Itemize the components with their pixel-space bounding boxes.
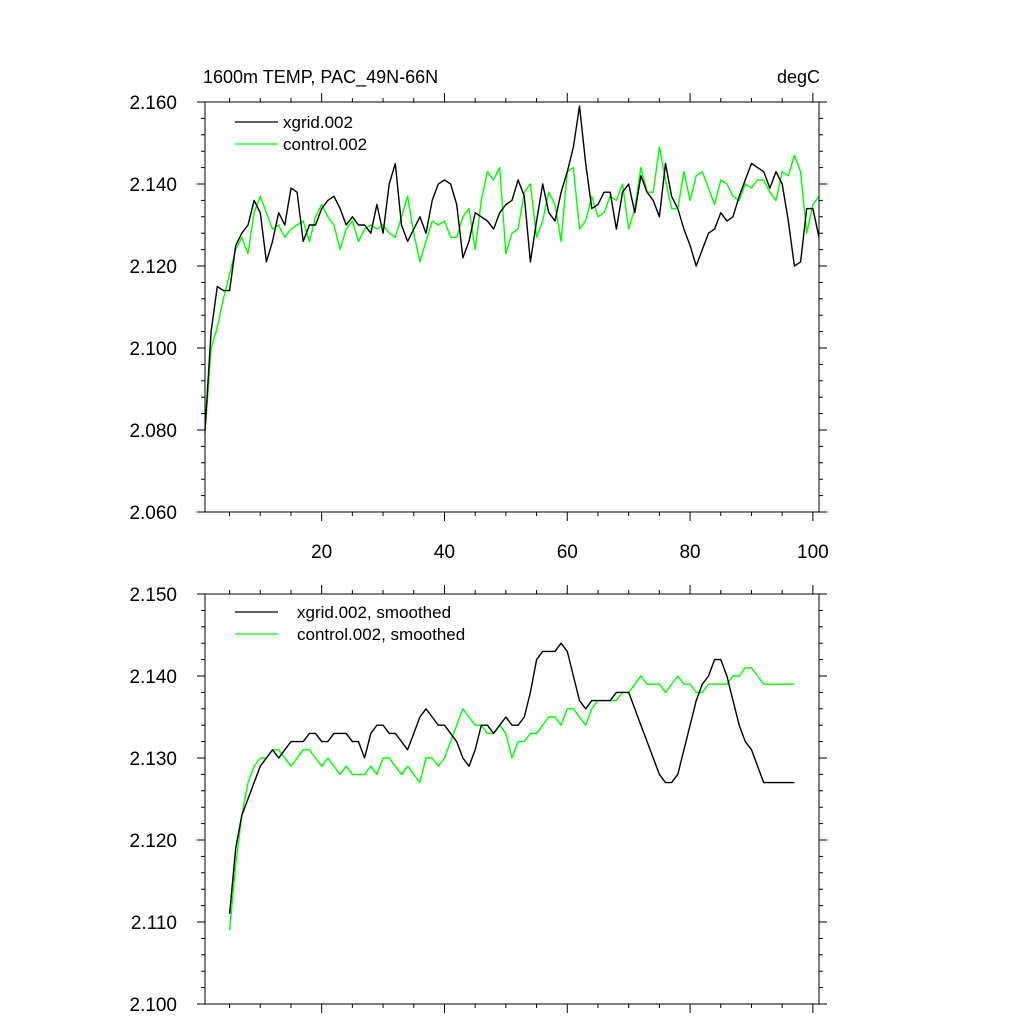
top-panel-ticks: 2.060 2.080 2.100 2.120 2.140 2.160 20 40 60 80 10…	[129, 93, 829, 563]
y-tick-label: 2.140	[129, 175, 177, 196]
y-tick-label: 2.160	[129, 93, 177, 114]
bottom-panel-frame	[204, 593, 820, 1005]
y-tick-label: 2.140	[129, 667, 177, 688]
legend-label-xgrid: xgrid.002	[283, 113, 353, 132]
bottom-panel-series	[228, 642, 795, 931]
top-panel-frame	[204, 101, 820, 513]
bottom-panel: 2.100 2.110 2.120 2.130 2.140 2.150 xgrid.002…	[129, 585, 827, 1016]
x-tick-label: 60	[557, 542, 578, 563]
legend-label-control: control.002	[283, 135, 367, 154]
legend-label-control-smoothed: control.002, smoothed	[297, 625, 465, 644]
top-panel-units: degC	[777, 67, 820, 87]
top-panel-title: 1600m TEMP, PAC_49N-66N	[203, 67, 438, 88]
bottom-panel-legend: xgrid.002, smoothed control.002, smoothe…	[235, 603, 465, 644]
y-tick-label: 2.120	[129, 831, 177, 852]
y-tick-label: 2.120	[129, 257, 177, 278]
bottom-panel-ticks: 2.100 2.110 2.120 2.130 2.140 2.150	[129, 585, 827, 1016]
legend-label-xgrid-smoothed: xgrid.002, smoothed	[297, 603, 451, 622]
y-tick-label: 2.100	[129, 995, 177, 1016]
y-tick-label: 2.150	[129, 585, 177, 606]
top-panel: 1600m TEMP, PAC_49N-66N degC 2.0602.0802…	[129, 67, 828, 563]
x-tick-label: 80	[679, 542, 700, 563]
series-line-xgrid-002-smoothed	[228, 642, 795, 914]
y-tick-label: 2.080	[129, 421, 177, 442]
top-panel-legend: xgrid.002 control.002	[235, 113, 367, 154]
top-panel-series	[204, 105, 820, 435]
series-line-xgrid-002	[204, 105, 820, 431]
y-tick-label: 2.060	[129, 503, 177, 524]
series-line-control-002	[204, 146, 820, 435]
series-line-control-002-smoothed	[228, 667, 795, 931]
y-tick-label: 2.130	[129, 749, 177, 770]
y-tick-label: 2.110	[131, 913, 177, 934]
x-tick-label: 100	[797, 542, 829, 563]
x-tick-label: 40	[434, 542, 455, 563]
y-tick-label: 2.100	[129, 339, 177, 360]
x-tick-label: 20	[311, 542, 332, 563]
